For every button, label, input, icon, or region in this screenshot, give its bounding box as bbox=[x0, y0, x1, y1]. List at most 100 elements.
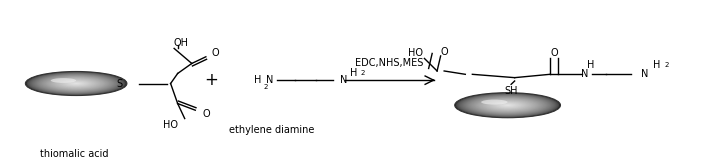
Text: EDC,NHS,MES: EDC,NHS,MES bbox=[355, 58, 424, 68]
Text: N: N bbox=[582, 69, 589, 79]
Ellipse shape bbox=[61, 80, 92, 87]
Ellipse shape bbox=[30, 73, 122, 94]
Ellipse shape bbox=[49, 77, 103, 90]
Ellipse shape bbox=[41, 75, 111, 92]
Text: 2: 2 bbox=[361, 70, 365, 76]
Ellipse shape bbox=[57, 79, 95, 88]
Text: 2: 2 bbox=[665, 62, 669, 68]
Text: H: H bbox=[587, 60, 594, 70]
Ellipse shape bbox=[505, 105, 510, 106]
Text: O: O bbox=[441, 47, 448, 57]
Ellipse shape bbox=[35, 74, 117, 93]
Text: HO: HO bbox=[163, 120, 178, 130]
Ellipse shape bbox=[488, 101, 527, 110]
Ellipse shape bbox=[37, 74, 116, 93]
Ellipse shape bbox=[494, 102, 521, 108]
Ellipse shape bbox=[39, 75, 113, 92]
Text: HO: HO bbox=[408, 48, 424, 58]
Text: +: + bbox=[204, 71, 219, 89]
Ellipse shape bbox=[62, 80, 90, 87]
Ellipse shape bbox=[474, 97, 541, 113]
Ellipse shape bbox=[498, 103, 517, 107]
Ellipse shape bbox=[42, 75, 111, 92]
Ellipse shape bbox=[52, 78, 100, 89]
Ellipse shape bbox=[472, 97, 544, 114]
Text: O: O bbox=[212, 48, 219, 58]
Ellipse shape bbox=[29, 72, 123, 95]
Ellipse shape bbox=[63, 80, 89, 87]
Ellipse shape bbox=[492, 102, 524, 109]
Ellipse shape bbox=[73, 83, 79, 84]
Text: S: S bbox=[117, 78, 123, 89]
Ellipse shape bbox=[59, 79, 94, 88]
Text: thiomalic acid: thiomalic acid bbox=[39, 149, 109, 159]
Text: N: N bbox=[341, 75, 348, 85]
Ellipse shape bbox=[35, 74, 118, 93]
Ellipse shape bbox=[67, 81, 85, 86]
Text: ethylene diamine: ethylene diamine bbox=[228, 125, 314, 135]
Ellipse shape bbox=[489, 101, 526, 110]
Ellipse shape bbox=[467, 96, 548, 115]
Ellipse shape bbox=[471, 97, 544, 114]
Ellipse shape bbox=[54, 78, 98, 89]
Ellipse shape bbox=[75, 83, 78, 84]
Ellipse shape bbox=[32, 73, 121, 94]
Ellipse shape bbox=[54, 78, 99, 89]
Ellipse shape bbox=[33, 73, 119, 94]
Ellipse shape bbox=[460, 94, 556, 117]
Ellipse shape bbox=[65, 81, 87, 86]
Text: O: O bbox=[202, 109, 209, 119]
Ellipse shape bbox=[44, 76, 108, 91]
Ellipse shape bbox=[468, 96, 547, 115]
Text: N: N bbox=[266, 75, 274, 85]
Ellipse shape bbox=[25, 71, 127, 96]
Ellipse shape bbox=[491, 101, 525, 109]
Ellipse shape bbox=[481, 99, 534, 112]
Ellipse shape bbox=[477, 98, 538, 112]
Ellipse shape bbox=[51, 77, 102, 90]
Ellipse shape bbox=[455, 93, 560, 118]
Ellipse shape bbox=[484, 100, 532, 111]
Text: H: H bbox=[350, 68, 357, 78]
Text: 2: 2 bbox=[264, 84, 268, 90]
Ellipse shape bbox=[462, 95, 553, 116]
Ellipse shape bbox=[479, 98, 537, 112]
Ellipse shape bbox=[56, 79, 97, 88]
Ellipse shape bbox=[503, 104, 512, 106]
Ellipse shape bbox=[38, 74, 114, 93]
Ellipse shape bbox=[48, 77, 104, 90]
Text: N: N bbox=[642, 69, 649, 79]
Ellipse shape bbox=[482, 99, 533, 111]
Ellipse shape bbox=[68, 82, 84, 85]
Ellipse shape bbox=[459, 94, 556, 117]
Ellipse shape bbox=[46, 76, 106, 91]
Ellipse shape bbox=[66, 81, 86, 86]
Ellipse shape bbox=[43, 76, 109, 91]
Ellipse shape bbox=[501, 104, 514, 107]
Ellipse shape bbox=[461, 94, 554, 116]
Ellipse shape bbox=[497, 103, 518, 108]
Ellipse shape bbox=[476, 98, 539, 113]
Ellipse shape bbox=[502, 104, 513, 107]
Ellipse shape bbox=[480, 99, 535, 112]
Text: O: O bbox=[551, 48, 558, 58]
Ellipse shape bbox=[481, 100, 508, 105]
Ellipse shape bbox=[506, 105, 509, 106]
Ellipse shape bbox=[60, 80, 92, 87]
Text: OH: OH bbox=[173, 38, 189, 48]
Text: SH: SH bbox=[504, 86, 518, 96]
Ellipse shape bbox=[456, 93, 559, 117]
Ellipse shape bbox=[493, 102, 522, 109]
Ellipse shape bbox=[73, 83, 80, 84]
Ellipse shape bbox=[27, 72, 125, 95]
Ellipse shape bbox=[470, 96, 546, 114]
Ellipse shape bbox=[486, 100, 529, 110]
Ellipse shape bbox=[496, 102, 520, 108]
Ellipse shape bbox=[47, 77, 105, 90]
Ellipse shape bbox=[51, 78, 76, 83]
Ellipse shape bbox=[71, 82, 81, 85]
Ellipse shape bbox=[464, 95, 551, 116]
Ellipse shape bbox=[485, 100, 530, 111]
Ellipse shape bbox=[70, 82, 82, 85]
Ellipse shape bbox=[28, 72, 124, 95]
